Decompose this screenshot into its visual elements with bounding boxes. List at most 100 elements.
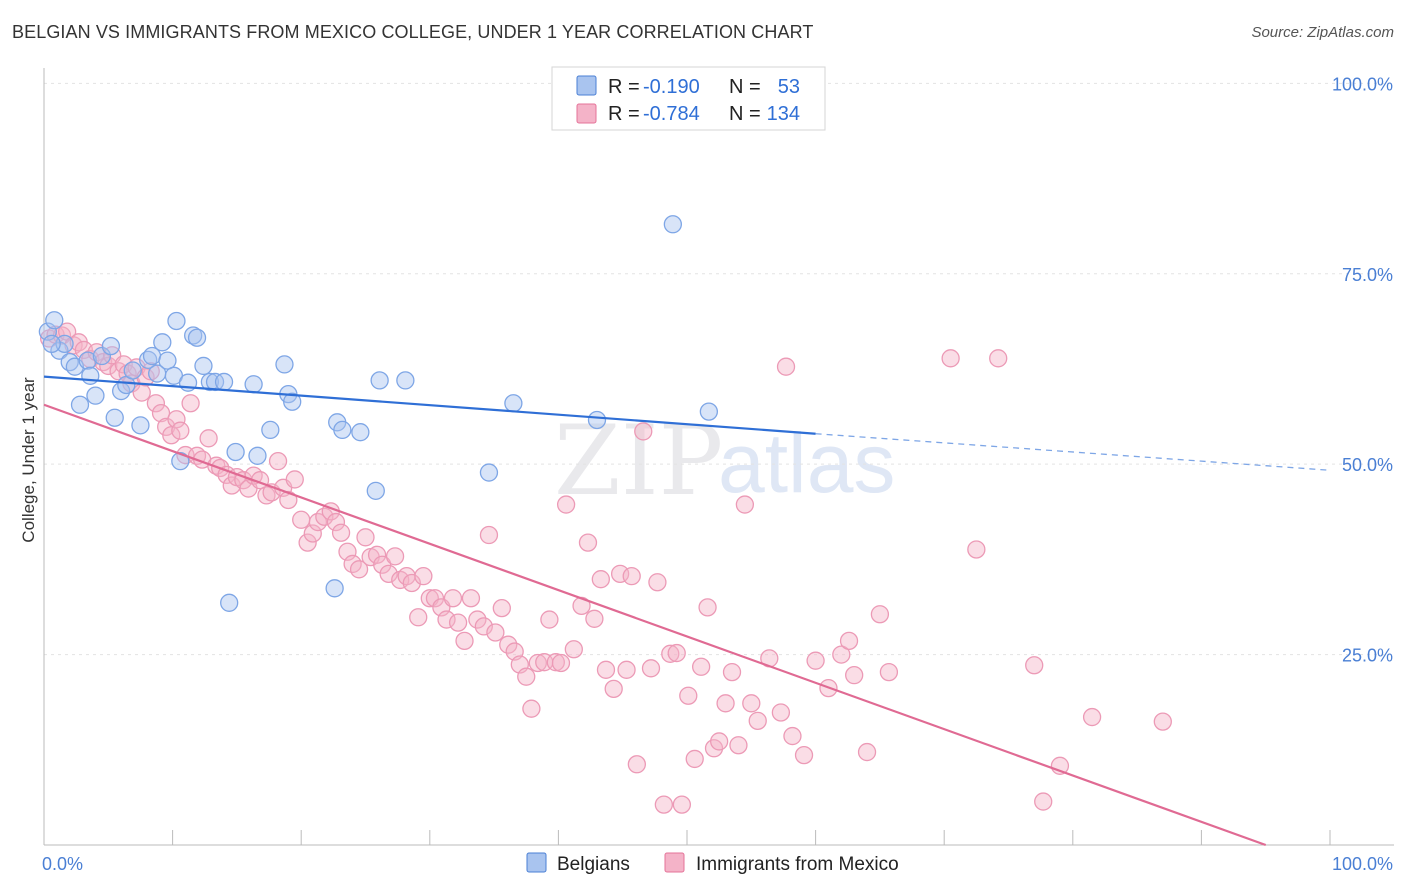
point-mexico <box>806 651 825 670</box>
point-mexico <box>839 631 859 651</box>
x-tick-label-min: 0.0% <box>42 854 83 874</box>
stats-legend-box <box>551 66 826 131</box>
point-mexico <box>326 512 346 532</box>
legend-r-value-mexico: -0.784 <box>643 103 700 125</box>
point-mexico <box>402 573 421 593</box>
point-belgians <box>123 361 142 380</box>
chart-title: BELGIAN VS IMMIGRANTS FROM MEXICO COLLEG… <box>12 22 814 42</box>
point-mexico <box>268 451 288 471</box>
point-mexico <box>654 795 674 814</box>
point-mexico <box>627 755 646 774</box>
y-tick-label-100: 100.0% <box>1332 74 1393 94</box>
point-mexico <box>468 610 487 629</box>
point-belgians <box>105 408 124 427</box>
point-mexico <box>486 623 505 642</box>
series-mexico-points <box>39 322 1172 814</box>
point-mexico <box>356 528 375 547</box>
point-mexico <box>367 545 387 564</box>
legend-swatch-belgians <box>576 75 597 96</box>
point-belgians <box>244 375 263 394</box>
watermark-atlas: atlas <box>718 416 895 510</box>
point-mexico <box>941 349 960 368</box>
point-mexico <box>528 653 547 673</box>
point-mexico <box>146 394 166 413</box>
source-credit: Source: ZipAtlas.com <box>1251 24 1394 41</box>
point-mexico <box>578 533 598 552</box>
point-mexico <box>641 659 661 678</box>
point-mexico <box>349 560 369 579</box>
point-mexico <box>1025 656 1044 675</box>
point-mexico <box>303 524 322 543</box>
point-mexico <box>748 711 767 731</box>
bottom-legend-swatch-belgians <box>526 852 547 873</box>
point-belgians <box>226 442 245 462</box>
point-mexico <box>285 470 304 489</box>
point-mexico <box>776 357 796 376</box>
point-mexico <box>298 533 317 552</box>
point-mexico <box>722 662 742 682</box>
point-mexico <box>634 422 653 441</box>
point-belgians <box>55 334 74 353</box>
trend-belgians-extrapolated <box>815 433 1331 471</box>
point-mexico <box>455 631 474 651</box>
point-belgians <box>479 463 499 482</box>
legend-swatch-mexico <box>576 103 597 124</box>
y-tick-label-25: 25.0% <box>1342 646 1393 666</box>
point-mexico <box>517 667 536 686</box>
point-mexico <box>794 745 814 765</box>
bottom-legend-swatch-mexico <box>664 852 685 873</box>
gridlines <box>44 82 1394 656</box>
point-mexico <box>1034 792 1053 811</box>
point-mexico <box>622 566 641 586</box>
y-tick-labels: 100.0% 75.0% 50.0% 25.0% <box>1332 74 1393 665</box>
point-mexico <box>648 573 667 592</box>
y-axis-label: College, Under 1 year <box>19 377 38 543</box>
point-mexico <box>832 645 851 664</box>
legend-n-value-belgians: 53 <box>778 76 800 98</box>
point-belgians <box>153 333 172 352</box>
point-mexico <box>414 566 433 586</box>
point-belgians <box>396 371 415 390</box>
point-mexico <box>742 694 761 713</box>
x-tick-labels: 0.0% 100.0% <box>42 854 1393 874</box>
point-belgians <box>214 372 234 392</box>
watermark-zip: ZIP <box>554 405 723 517</box>
point-mexico <box>698 598 717 617</box>
point-mexico <box>989 349 1008 368</box>
point-mexico <box>672 795 692 814</box>
legend-r-label-2: R = <box>608 103 640 125</box>
point-mexico <box>461 589 481 608</box>
point-mexico <box>716 694 735 713</box>
point-mexico <box>679 686 698 705</box>
point-mexico <box>783 726 802 746</box>
point-mexico <box>151 404 171 423</box>
bottom-legend-belgians: Belgians <box>557 854 630 875</box>
x-tick-label-max: 100.0% <box>1332 854 1393 874</box>
point-mexico <box>373 555 392 574</box>
legend-n-label-1: N = <box>729 76 761 98</box>
point-belgians <box>187 328 207 347</box>
point-belgians <box>42 334 61 353</box>
point-mexico <box>385 547 405 566</box>
point-mexico <box>1082 707 1102 727</box>
series-belgians-points <box>38 215 719 612</box>
point-mexico <box>564 640 583 659</box>
point-belgians <box>70 395 90 414</box>
point-mexico <box>596 660 616 679</box>
point-mexico <box>604 679 623 699</box>
point-mexico <box>437 610 456 629</box>
point-mexico <box>540 610 559 629</box>
point-mexico <box>171 421 190 440</box>
point-belgians <box>351 423 370 442</box>
legend-r-label-1: R = <box>608 76 640 98</box>
point-mexico <box>967 540 986 559</box>
point-mexico <box>492 598 511 618</box>
axes <box>43 68 1394 846</box>
point-mexico <box>691 657 711 676</box>
bottom-legend-mexico: Immigrants from Mexico <box>696 854 899 875</box>
point-mexico <box>729 736 748 755</box>
point-mexico <box>292 510 311 529</box>
point-mexico <box>379 564 398 584</box>
series-legend: Belgians Immigrants from Mexico <box>526 852 899 875</box>
point-belgians <box>699 402 719 421</box>
